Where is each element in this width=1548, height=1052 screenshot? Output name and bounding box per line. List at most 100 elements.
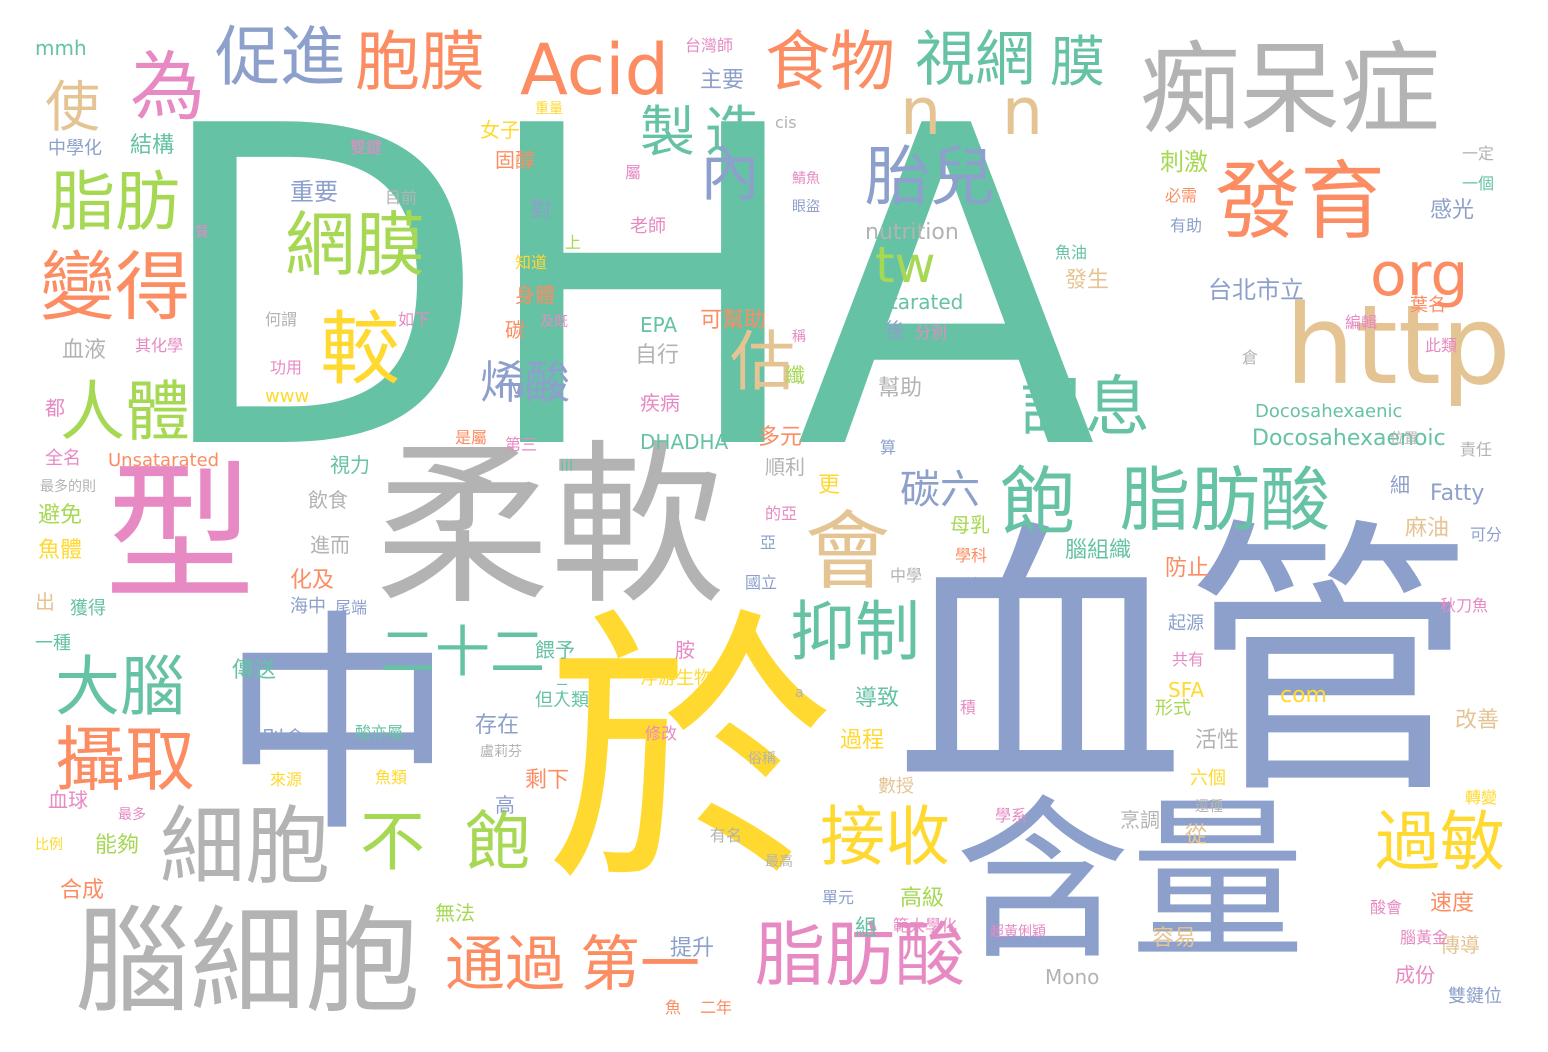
word-53: Satarated <box>865 290 964 314</box>
word-2: 血管 <box>895 496 1475 833</box>
word-11: http <box>1285 281 1511 409</box>
word-13: 飽 <box>1000 458 1076 546</box>
word-1: DHA <box>150 34 1097 546</box>
word-187: 學系 <box>995 806 1028 825</box>
word-109: 存在 <box>475 713 520 738</box>
word-51: Fatty <box>1430 481 1485 506</box>
word-164: 倉 <box>1242 348 1259 367</box>
word-59: MUFA <box>508 378 564 402</box>
word-163: 編輯 <box>1345 313 1378 332</box>
word-14: 會 <box>805 503 891 602</box>
word-102: 魚體 <box>38 538 83 563</box>
word-67: 感光 <box>1430 198 1475 223</box>
word-179: 但人類 <box>535 690 589 711</box>
word-162: 此類 <box>1425 336 1458 355</box>
word-107: 麻油 <box>1405 516 1450 541</box>
word-9: 痴呆症 <box>1140 31 1440 148</box>
word-160: 魚油 <box>1055 243 1088 262</box>
word-188: 還種 <box>1195 799 1223 815</box>
word-143: 秋刀魚 <box>1440 596 1489 615</box>
word-47: 過敏 <box>1375 805 1506 880</box>
word-182: 修改 <box>645 724 678 743</box>
word-129: 傳導 <box>1440 933 1480 957</box>
word-27: n n <box>900 75 1064 150</box>
word-159: 必需 <box>1165 186 1198 205</box>
word-169: 眼盜 <box>792 199 820 215</box>
word-135: 一種 <box>35 633 71 654</box>
word-91: 血液 <box>62 338 107 363</box>
word-146: 中學 <box>890 566 923 585</box>
word-43: 攝取 <box>55 719 195 801</box>
word-105: 腦組織 <box>1065 538 1132 563</box>
word-140: 形式 <box>1155 698 1191 719</box>
word-120: 合成 <box>60 878 105 903</box>
word-156: 一定 <box>1462 144 1495 163</box>
word-41: 抑制 <box>790 595 921 670</box>
word-177: 知道 <box>515 253 548 272</box>
word-175: 亞 <box>760 533 777 552</box>
word-161: 葉名 <box>1410 295 1446 316</box>
word-8: 腦細胞 <box>75 895 421 1029</box>
word-92: 其化學 <box>135 336 184 355</box>
word-36: 人體 <box>60 375 191 450</box>
word-32: 較 <box>320 303 400 396</box>
word-7: 型 <box>105 448 256 622</box>
word-37: 訊息 <box>1020 370 1151 445</box>
word-125: 提升 <box>670 936 715 961</box>
word-24: 為 <box>130 43 206 131</box>
word-137: 海中 <box>290 596 326 617</box>
word-171: 纖 <box>785 363 805 387</box>
word-144: 可分 <box>1470 525 1503 544</box>
word-48: 通過 <box>445 930 565 1000</box>
word-194: 魚 <box>665 998 682 1017</box>
word-112: 活性 <box>1195 728 1240 753</box>
word-72: 中學化 <box>48 138 102 159</box>
word-115: 剩下 <box>525 768 570 793</box>
word-38: 烯酸 <box>480 356 571 409</box>
word-82: 碳 <box>505 318 525 342</box>
word-202: 鏈 <box>330 657 344 673</box>
word-31: 變得 <box>40 243 191 331</box>
word-148: 的亞 <box>765 504 798 523</box>
word-86: 多元 <box>758 425 803 450</box>
word-186: 積 <box>960 698 977 717</box>
word-116: 數授 <box>878 776 914 797</box>
word-151: 責任 <box>1460 440 1493 459</box>
word-60: EPA <box>640 313 678 337</box>
word-81: 身體 <box>515 283 555 307</box>
word-181: 盧莉芬 <box>480 744 522 760</box>
word-136: 尾端 <box>335 598 368 617</box>
word-29: 胎兒 <box>865 140 996 215</box>
word-158: 有助 <box>1170 216 1203 235</box>
word-77: 雙鍵 <box>350 138 383 157</box>
word-139: 共有 <box>1172 650 1205 669</box>
word-122: 高級 <box>900 886 945 911</box>
word-40: 大腦 <box>55 650 186 725</box>
word-74: 固醇 <box>495 148 535 172</box>
word-85: 疾病 <box>640 391 680 415</box>
word-54: Unsatarated <box>108 450 220 471</box>
word-183: 俗稱 <box>748 751 776 767</box>
word-152: 位置 <box>1390 431 1418 447</box>
word-134: 獲得 <box>70 598 106 619</box>
word-58: mmh <box>35 36 87 60</box>
word-62: com <box>1280 683 1327 708</box>
word-61: SFA <box>1168 678 1205 702</box>
word-44: 不 <box>360 805 426 880</box>
word-128: 速度 <box>1430 891 1475 916</box>
word-153: 酸會 <box>1370 898 1403 917</box>
word-69: 發生 <box>1065 268 1110 293</box>
word-185: 來源 <box>270 770 303 789</box>
word-89: 分別 <box>915 323 948 342</box>
word-138: 起源 <box>1168 613 1204 634</box>
word-35: org <box>1370 240 1469 310</box>
word-100: 進而 <box>310 533 350 557</box>
word-79: 老師 <box>630 216 666 237</box>
word-193: 超黃俐穎 <box>990 924 1046 940</box>
word-21: 促進 <box>215 20 346 95</box>
word-95: 功用 <box>270 358 303 377</box>
word-170: 稱 <box>792 329 806 345</box>
word-155: 雙鍵位 <box>1448 986 1502 1007</box>
word-168: 鯖魚 <box>792 171 820 187</box>
